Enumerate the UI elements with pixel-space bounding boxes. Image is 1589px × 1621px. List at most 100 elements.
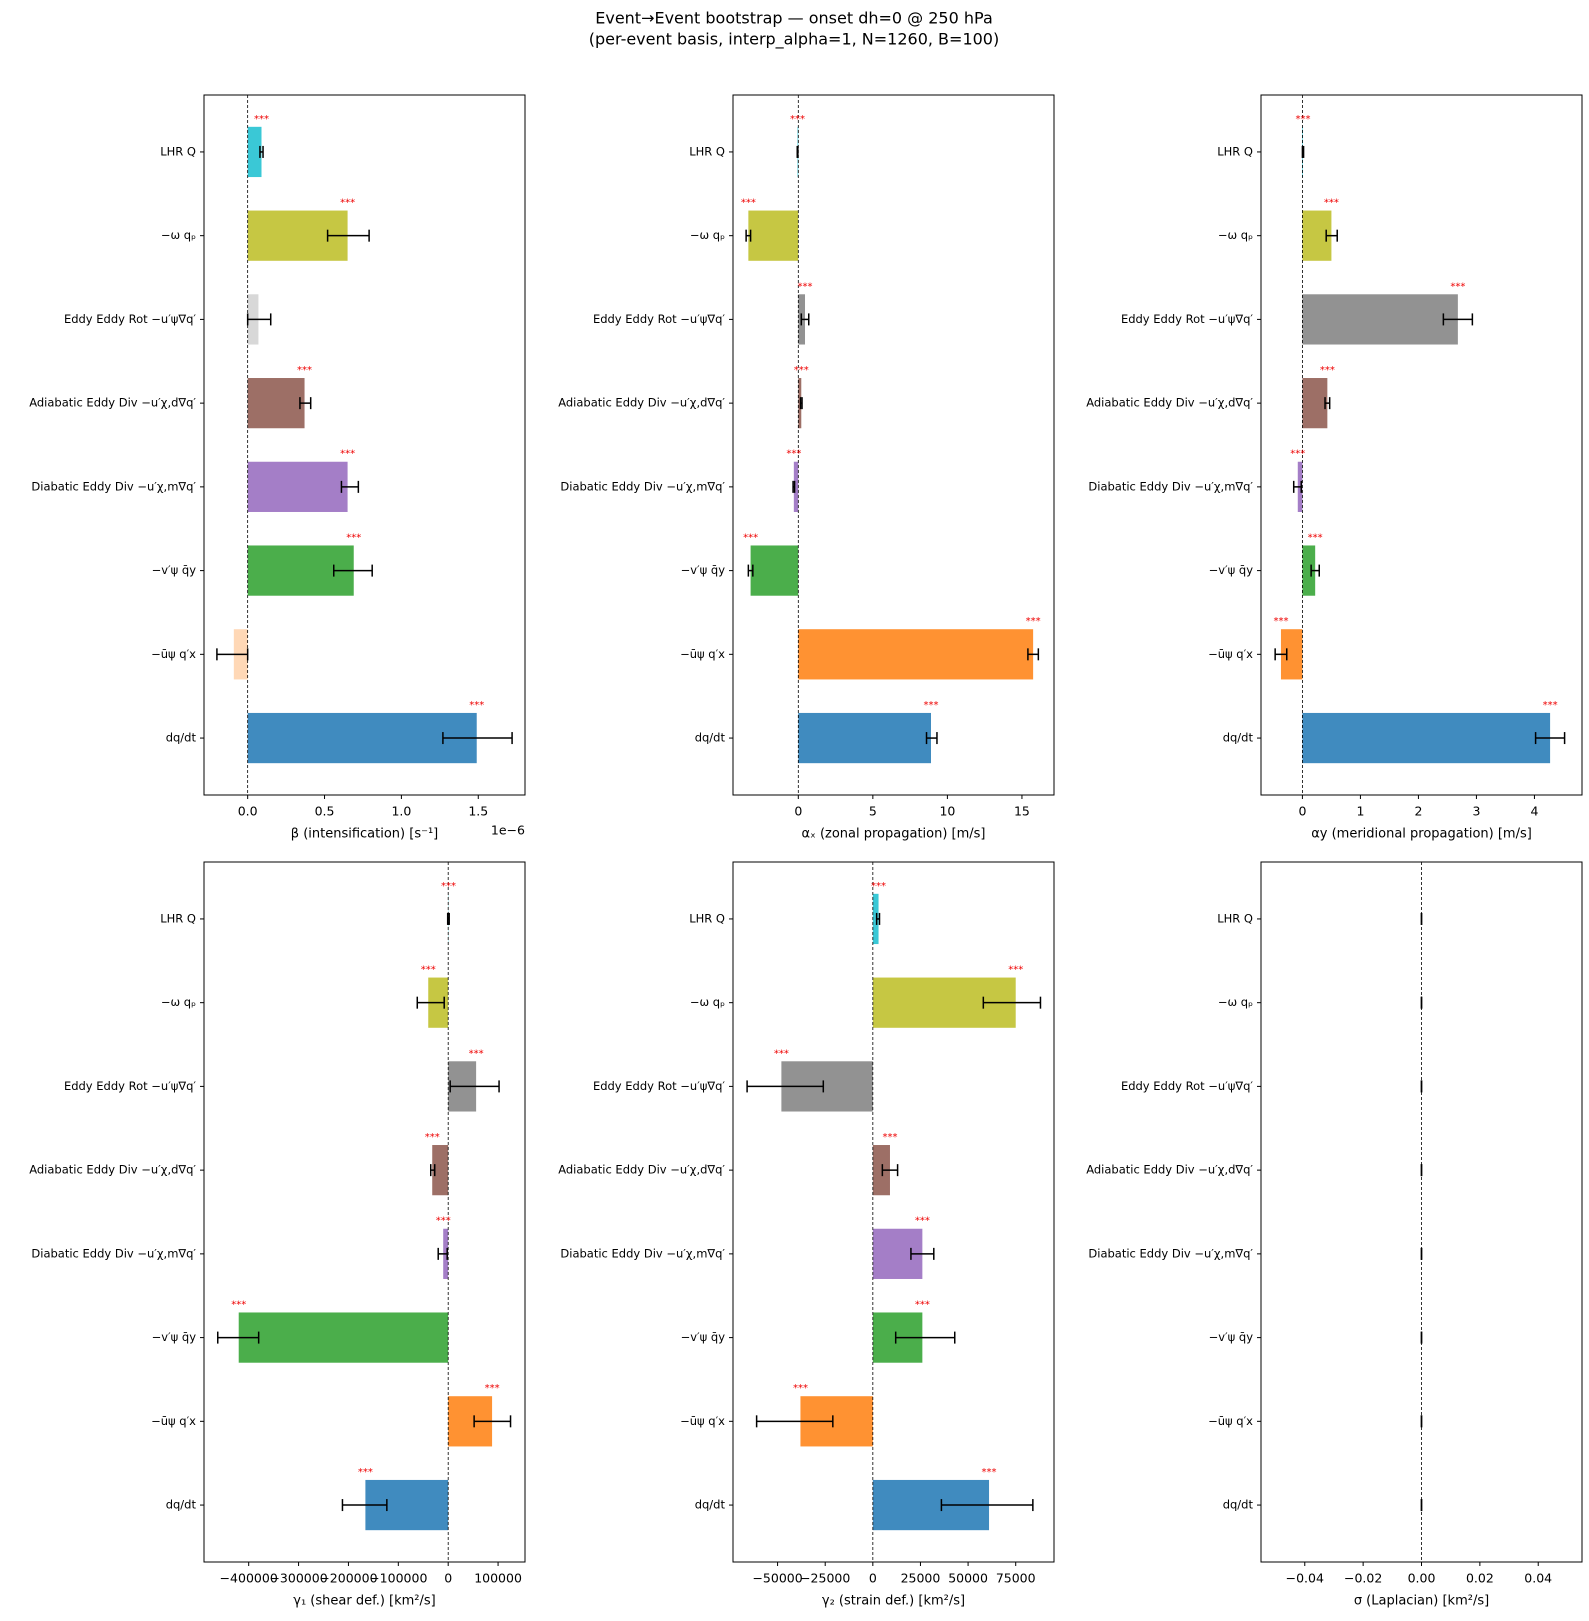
x-tick-label: −400000 — [220, 1571, 278, 1586]
category-label: −ω qₚ — [1218, 995, 1253, 1009]
category-label: Diabatic Eddy Div −u′χ,m∇q′ — [31, 1246, 196, 1260]
error-bar — [1301, 145, 1305, 158]
category-label: Adiabatic Eddy Div −u′χ,d∇q′ — [558, 1163, 725, 1177]
error-bar — [1292, 480, 1303, 493]
x-tick-label: −100000 — [369, 1571, 427, 1586]
bar — [247, 461, 348, 512]
category-label: dq/dt — [166, 1498, 197, 1512]
error-bar — [442, 732, 513, 745]
x-tick-label: 50000 — [948, 1571, 988, 1586]
category-label: Adiabatic Eddy Div −u′χ,d∇q′ — [1086, 396, 1253, 410]
significance-label: *** — [340, 449, 355, 460]
category-label: −ω qₚ — [161, 228, 196, 242]
error-bar — [1442, 313, 1474, 326]
significance-label: *** — [982, 1467, 997, 1478]
category-label: −ω qₚ — [1218, 228, 1253, 242]
category-label: Diabatic Eddy Div −u′χ,m∇q′ — [560, 1246, 725, 1260]
error-bar — [800, 313, 810, 326]
x-tick-label: −0.04 — [1286, 1571, 1324, 1586]
category-label: Diabatic Eddy Div −u′χ,m∇q′ — [1088, 1246, 1253, 1260]
error-bar — [446, 912, 450, 925]
x-tick-label: 0 — [794, 804, 802, 819]
bar — [750, 545, 799, 596]
significance-label: *** — [923, 700, 938, 711]
category-label: Adiabatic Eddy Div −u′χ,d∇q′ — [29, 396, 196, 410]
category-label: LHR Q — [160, 911, 196, 925]
significance-label: *** — [743, 532, 758, 543]
x-tick-label: 5 — [869, 804, 877, 819]
category-label: Eddy Eddy Rot −u′ψ∇q′ — [64, 1079, 196, 1093]
x-tick-label: 0.02 — [1466, 1571, 1494, 1586]
x-tick-label: 0 — [444, 1571, 452, 1586]
significance-label: *** — [741, 198, 756, 209]
bar — [247, 378, 305, 429]
figure-subtitle: (per-event basis, interp_alpha=1, N=1260… — [589, 30, 999, 50]
error-bar — [216, 648, 249, 661]
error-bar — [326, 229, 370, 242]
bar — [247, 712, 477, 764]
category-label: −ūψ q′x — [1208, 647, 1253, 661]
x-axis-label: β (intensification) [s⁻¹] — [291, 827, 438, 842]
bar — [793, 461, 799, 512]
error-bar — [940, 1499, 1034, 1512]
x-tick-label: 75000 — [996, 1571, 1036, 1586]
x-axis-label: σ (Laplacian) [km²/s] — [1354, 1594, 1489, 1609]
x-tick-label: 10 — [939, 804, 955, 819]
significance-label: *** — [436, 1216, 451, 1227]
category-label: Diabatic Eddy Div −u′χ,m∇q′ — [31, 479, 196, 493]
x-tick-label: 0.00 — [1408, 1571, 1436, 1586]
category-label: −v′ψ q̄y — [152, 563, 197, 577]
category-label: dq/dt — [695, 1498, 726, 1512]
category-label: dq/dt — [1223, 731, 1254, 745]
plot-frame — [1260, 94, 1583, 796]
category-label: Eddy Eddy Rot −u′ψ∇q′ — [1121, 1079, 1253, 1093]
x-tick-label: −0.02 — [1344, 1571, 1382, 1586]
category-label: −ūψ q′x — [151, 1414, 196, 1428]
significance-label: *** — [915, 1299, 930, 1310]
significance-label: *** — [1273, 616, 1288, 627]
category-label: Adiabatic Eddy Div −u′χ,d∇q′ — [558, 396, 725, 410]
error-bar — [449, 1080, 500, 1093]
x-axis-label: αₓ (zonal propagation) [m/s] — [801, 827, 985, 842]
significance-label: *** — [1295, 114, 1310, 125]
category-label: Eddy Eddy Rot −u′ψ∇q′ — [64, 312, 196, 326]
error-bar — [429, 1164, 436, 1177]
error-bar — [416, 996, 445, 1009]
bar — [798, 712, 931, 764]
error-bar — [1534, 732, 1566, 745]
category-label: LHR Q — [160, 144, 196, 158]
error-bar — [1274, 648, 1288, 661]
bar — [872, 893, 879, 945]
category-label: −ω qₚ — [690, 228, 725, 242]
category-label: LHR Q — [1217, 144, 1253, 158]
category-label: −v′ψ q̄y — [152, 1330, 197, 1344]
error-bar — [333, 564, 373, 577]
error-bar — [755, 1415, 834, 1428]
significance-label: *** — [1290, 449, 1305, 460]
x-tick-label: −200000 — [319, 1571, 377, 1586]
significance-label: *** — [231, 1299, 246, 1310]
error-bar — [259, 145, 264, 158]
significance-label: *** — [346, 532, 361, 543]
error-bar — [746, 1080, 825, 1093]
x-tick-label: 0.0 — [238, 804, 258, 819]
significance-label: *** — [1026, 616, 1041, 627]
significance-label: *** — [882, 1132, 897, 1143]
category-label: Adiabatic Eddy Div −u′χ,d∇q′ — [1086, 1163, 1253, 1177]
error-bar — [799, 397, 803, 410]
error-bar — [894, 1331, 956, 1344]
significance-label: *** — [786, 449, 801, 460]
plot-frame — [732, 861, 1055, 1563]
category-label: −ūψ q′x — [680, 1414, 725, 1428]
significance-label: *** — [425, 1132, 440, 1143]
x-axis-label: αy (meridional propagation) [m/s] — [1311, 827, 1532, 842]
x-axis-label: γ₁ (shear def.) [km²/s] — [293, 1594, 435, 1609]
error-bar — [925, 732, 938, 745]
significance-label: *** — [469, 700, 484, 711]
category-label: −v′ψ q̄y — [1209, 1330, 1254, 1344]
significance-label: *** — [798, 281, 813, 292]
x-tick-label: 0 — [869, 1571, 877, 1586]
x-tick-label: 4 — [1530, 804, 1538, 819]
significance-label: *** — [358, 1467, 373, 1478]
